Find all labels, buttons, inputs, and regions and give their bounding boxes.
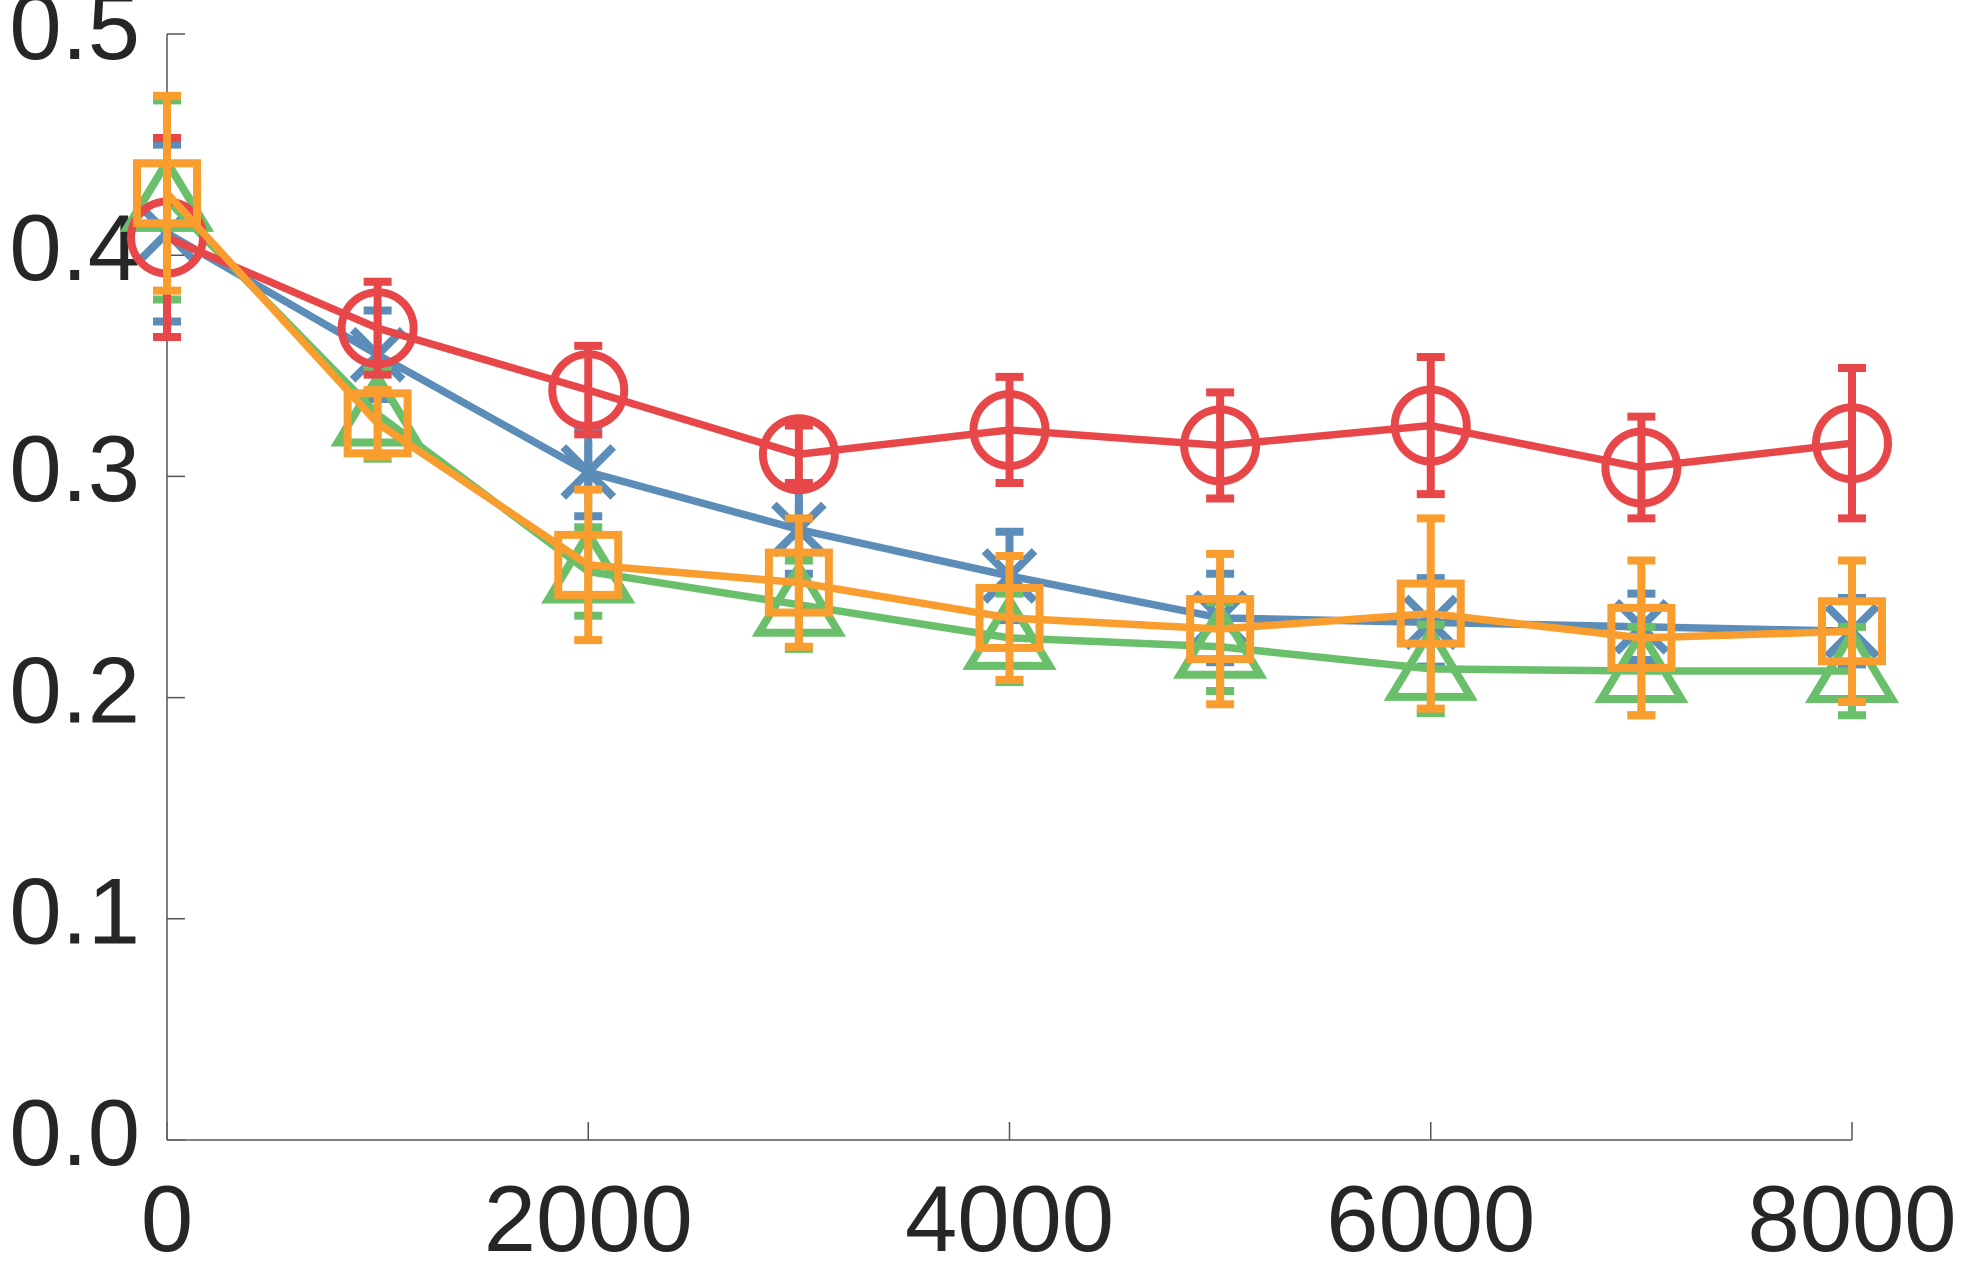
y-tick-label: 0.2 <box>9 637 140 742</box>
marker <box>343 389 412 458</box>
y-tick-label: 0.5 <box>9 0 140 79</box>
marker <box>764 548 833 617</box>
error-bar <box>995 552 1024 684</box>
y-tick-label: 0.3 <box>9 416 140 521</box>
marker <box>554 530 623 599</box>
y-tick-label: 0.0 <box>9 1080 140 1185</box>
error-bar <box>1838 364 1866 523</box>
error-bar <box>1627 556 1656 720</box>
error-bar <box>574 485 603 645</box>
x-tick-label: 6000 <box>1326 1166 1535 1267</box>
error-bar <box>153 91 181 295</box>
x-tick-label: 0 <box>141 1166 193 1267</box>
error-bar <box>784 514 813 651</box>
marker <box>548 350 629 431</box>
error-bar <box>1416 352 1445 499</box>
error-bar <box>1206 549 1235 709</box>
error-bar <box>784 421 813 488</box>
marker <box>1812 403 1892 484</box>
marker <box>1601 427 1682 508</box>
error-bar <box>1416 514 1445 713</box>
marker <box>1180 405 1261 486</box>
x-tick-label: 8000 <box>1747 1166 1956 1267</box>
y-tick-label: 0.4 <box>9 195 140 300</box>
marker <box>1396 579 1465 648</box>
error-bar <box>1838 556 1866 707</box>
marker <box>337 288 418 369</box>
y-tick-label: 0.1 <box>9 859 140 964</box>
marker <box>758 414 839 495</box>
error-bar <box>574 341 603 439</box>
marker <box>1818 597 1886 666</box>
error-bar <box>363 277 392 379</box>
marker <box>1186 595 1255 664</box>
marker <box>975 583 1044 652</box>
marker <box>1390 385 1471 466</box>
x-tick-label: 4000 <box>905 1166 1114 1267</box>
marker <box>1607 603 1676 672</box>
marker <box>133 159 201 228</box>
marker <box>969 389 1050 470</box>
x-tick-label: 2000 <box>484 1166 693 1267</box>
